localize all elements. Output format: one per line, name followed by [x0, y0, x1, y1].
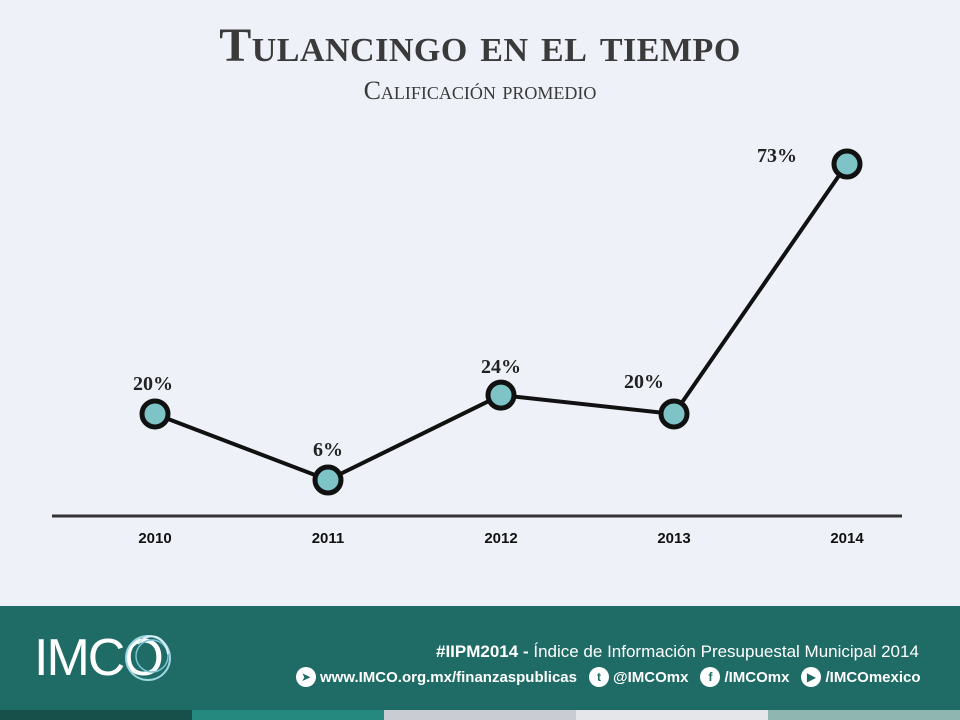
website-link[interactable]: ➤ www.IMCO.org.mx/finanzaspublicas — [296, 667, 577, 687]
facebook-link[interactable]: f /IMCOmx — [700, 667, 789, 687]
data-label-2013: 20% — [624, 371, 664, 393]
twitter-link[interactable]: t @IMCOmx — [589, 667, 688, 687]
youtube-icon: ▶ — [801, 667, 822, 687]
hashtag-description: Índice de Información Presupuestal Munic… — [533, 642, 919, 661]
footer-stripe-1 — [0, 710, 192, 720]
data-point-2010 — [139, 398, 171, 430]
data-label-2012: 24% — [481, 356, 521, 378]
x-tick-label-2014: 2014 — [830, 530, 864, 547]
x-tick-label-2011: 2011 — [312, 530, 345, 547]
logo-swirl-icon — [125, 635, 171, 681]
footer-stripe-2 — [192, 710, 384, 720]
telegram-icon: ➤ — [296, 667, 316, 687]
facebook-icon: f — [700, 667, 721, 687]
data-label-2011: 6% — [313, 439, 343, 461]
facebook-link-text: /IMCOmx — [724, 668, 790, 686]
data-point-2014 — [831, 148, 863, 180]
website-link-text: www.IMCO.org.mx/finanzaspublicas — [320, 668, 577, 686]
youtube-link-text: /IMCOmexico — [825, 668, 921, 686]
data-point-2011 — [312, 464, 344, 496]
footer-stripe-5 — [768, 710, 960, 720]
x-tick-label-2012: 2012 — [484, 530, 517, 547]
data-point-2013 — [658, 398, 690, 430]
data-label-2014: 73% — [757, 145, 797, 167]
chart-title: Tulancingo en el tiempo — [219, 19, 741, 72]
twitter-link-text: @IMCOmx — [613, 668, 689, 686]
footer-stripe-3 — [384, 710, 576, 720]
series-line — [154, 162, 849, 483]
youtube-link[interactable]: ▶ /IMCOmexico — [801, 667, 921, 687]
x-tick-label-2013: 2013 — [657, 530, 690, 547]
footer-stripe-4 — [576, 710, 768, 720]
footer-stripes — [0, 710, 960, 720]
social-links: ➤ www.IMCO.org.mx/finanzaspublicas t @IM… — [296, 666, 933, 688]
data-label-2010: 20% — [133, 373, 173, 395]
hashtag: #IIPM2014 - — [436, 642, 529, 661]
chart-subtitle: Calificación promedio — [363, 76, 597, 105]
hashtag-line: #IIPM2014 - Índice de Información Presup… — [436, 642, 919, 662]
footer-band — [0, 606, 960, 710]
x-tick-label-2010: 2010 — [138, 530, 171, 547]
data-point-2012 — [485, 379, 517, 411]
line-chart: 20% 6% 24% 20% 73% 2010 2011 2012 2013 2014 — [52, 145, 902, 547]
twitter-icon: t — [589, 667, 609, 687]
